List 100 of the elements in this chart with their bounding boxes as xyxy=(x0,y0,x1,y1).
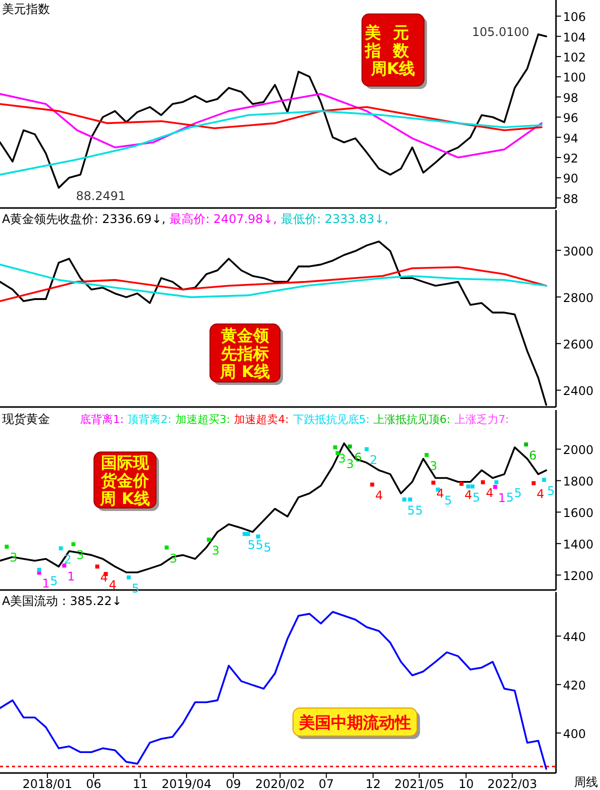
text: 顶背离2: xyxy=(128,413,172,426)
annotation: 5 xyxy=(514,486,522,500)
annotation: 4 xyxy=(436,486,444,501)
x-tick-label: 2020/02 xyxy=(255,777,306,790)
annotation: 5 xyxy=(50,574,58,588)
annotation: A黄金领先收盘价: 2336.69↓, xyxy=(2,212,166,226)
legend-label: 上涨乏力7: xyxy=(454,413,510,426)
x-tick-label: 11 xyxy=(132,777,148,790)
point xyxy=(470,484,475,488)
point xyxy=(333,445,338,450)
annotation: 3 xyxy=(338,451,346,466)
y-tick-label: 400 xyxy=(563,727,586,742)
point xyxy=(542,478,546,482)
point xyxy=(431,480,436,485)
point xyxy=(58,546,63,550)
y-tick-label: 90 xyxy=(563,172,578,186)
point xyxy=(494,480,498,484)
point xyxy=(424,453,429,457)
y-tick-label: 1800 xyxy=(563,474,594,489)
text: 周线 xyxy=(574,775,598,789)
point xyxy=(206,538,211,542)
x-tick-label: 09 xyxy=(226,777,241,790)
y-tick-label: 420 xyxy=(563,678,586,693)
point xyxy=(71,542,76,546)
annotation: 2 xyxy=(370,453,378,468)
x-tick-label: 2021/05 xyxy=(394,777,444,790)
y-tick-label: 104 xyxy=(563,30,586,44)
annotation: 5 xyxy=(547,484,555,498)
annotation: 最低价: 2333.83↓, xyxy=(280,212,388,226)
point xyxy=(37,568,42,572)
chart-title: 美元指数 xyxy=(2,2,50,16)
y-tick-label: 88 xyxy=(563,192,578,206)
x-tick-label: 10 xyxy=(458,777,474,790)
chart-title: 现货黄金 xyxy=(2,412,50,426)
annotation: 5 xyxy=(472,490,480,504)
annotation: 1 xyxy=(498,490,506,505)
y-tick-label: 92 xyxy=(563,152,578,166)
y-tick-label: 1200 xyxy=(563,569,594,584)
line-series xyxy=(0,110,543,176)
x-tick-label: 2019/04 xyxy=(162,777,212,790)
y-tick-label: 1600 xyxy=(563,506,594,520)
annotation: 美元指数周K线 xyxy=(364,23,421,78)
text: 加速超卖4: xyxy=(234,413,289,426)
text: 加速超买3: xyxy=(175,413,230,426)
point xyxy=(402,498,406,502)
line-series xyxy=(0,610,548,770)
point xyxy=(408,498,412,502)
annotation: 1 xyxy=(42,576,50,591)
point xyxy=(336,451,340,456)
line-series xyxy=(0,93,543,158)
annotation: 1 xyxy=(67,570,75,584)
annotation: 5 xyxy=(444,494,452,508)
x-tick-label: 06 xyxy=(86,777,102,790)
text: 上涨抵抗见顶6: xyxy=(374,413,450,426)
point xyxy=(364,447,369,452)
point xyxy=(246,532,250,536)
point xyxy=(370,482,374,487)
annotation: 4 xyxy=(375,488,383,503)
annotation: 国际现货金价周 K线 xyxy=(99,453,150,508)
annotation: 5 xyxy=(248,538,256,552)
point xyxy=(4,544,9,549)
annotation: 3 xyxy=(212,544,220,558)
y-tick-label: 94 xyxy=(563,131,578,146)
annotation: 4 xyxy=(464,488,472,502)
x-tick-label: 2022/03 xyxy=(487,777,538,790)
x-tick-label: 12 xyxy=(365,777,381,790)
point xyxy=(62,564,66,568)
point xyxy=(95,564,100,569)
point xyxy=(466,484,470,488)
line-series xyxy=(0,103,543,132)
annotation: 5 xyxy=(264,540,272,555)
y-tick-label: 98 xyxy=(563,90,578,105)
annotation: 88.2491 xyxy=(76,189,126,203)
y-tick-label: 3000 xyxy=(563,244,594,258)
x-tick-label: 2018/01 xyxy=(22,777,72,790)
annotation: 4 xyxy=(108,578,116,592)
annotation: 3 xyxy=(430,459,438,473)
chart-title: A美国流动 : 385.22↓ xyxy=(2,594,122,608)
text: 底背离1: xyxy=(80,413,124,426)
point xyxy=(524,442,528,446)
annotation: 美国中期流动性 xyxy=(298,713,411,732)
annotation: 3 xyxy=(346,457,354,472)
annotation: 5 xyxy=(407,504,415,518)
y-tick-label: 96 xyxy=(563,111,578,126)
annotation: 105.0100 xyxy=(472,25,530,39)
annotation: 2 xyxy=(64,552,72,566)
x-tick-label: 07 xyxy=(318,777,334,790)
annotation: 6 xyxy=(529,448,537,462)
point xyxy=(126,575,131,580)
y-tick-label: 2400 xyxy=(563,384,594,398)
y-tick-label: 2800 xyxy=(563,290,594,305)
point xyxy=(348,444,352,449)
y-tick-label: 102 xyxy=(563,50,586,65)
line-series xyxy=(0,442,548,574)
point xyxy=(256,534,260,539)
annotation: 5 xyxy=(506,490,514,504)
annotation: 4 xyxy=(486,486,494,500)
point xyxy=(532,481,536,486)
text: 下跌抵抗见底5: xyxy=(292,413,370,426)
annotation: 5 xyxy=(256,538,264,552)
